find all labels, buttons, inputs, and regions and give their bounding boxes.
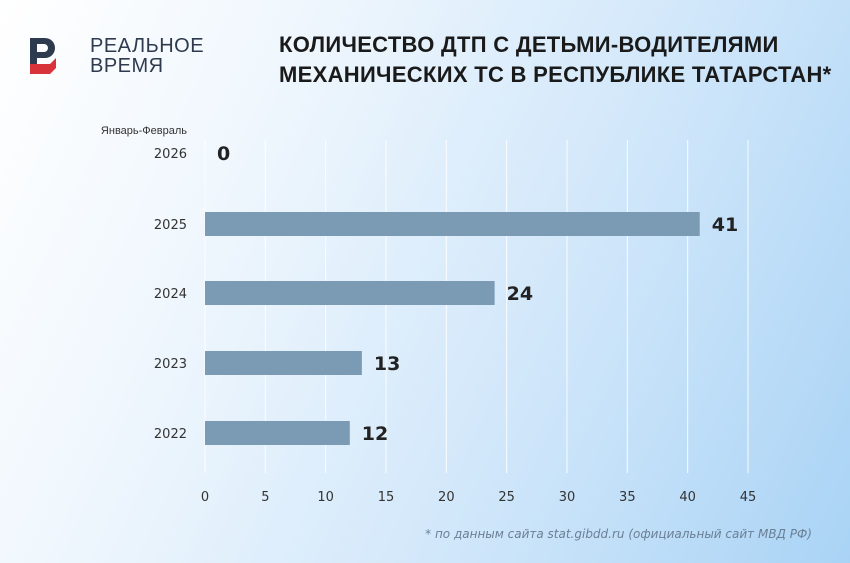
category-label: 2026	[154, 147, 187, 162]
data-label: 0	[217, 143, 230, 165]
title-line1: КОЛИЧЕСТВО ДТП С ДЕТЬМИ-ВОДИТЕЛЯМИ	[279, 32, 779, 57]
x-tick-label: 25	[498, 490, 515, 505]
x-tick-label: 45	[740, 490, 757, 505]
data-label: 41	[712, 214, 738, 236]
data-label: 24	[507, 283, 533, 305]
title-line2: МЕХАНИЧЕСКИХ ТС В РЕСПУБЛИКЕ ТАТАРСТАН*	[279, 62, 832, 87]
x-tick-label: 20	[438, 490, 455, 505]
bar	[205, 212, 700, 236]
category-label: 2025	[154, 218, 187, 233]
x-tick-label: 40	[679, 490, 696, 505]
category-label: 2022	[154, 427, 187, 442]
bar	[205, 281, 495, 305]
x-tick-label: 30	[559, 490, 576, 505]
x-tick-label: 0	[201, 490, 209, 505]
x-tick-label: 15	[378, 490, 395, 505]
x-tick-label: 35	[619, 490, 636, 505]
logo-line1: РЕАЛЬНОЕ	[90, 35, 205, 57]
category-label: 2024	[154, 287, 187, 302]
logo-mark-icon	[30, 38, 56, 74]
data-label: 12	[362, 423, 388, 445]
chart-title: КОЛИЧЕСТВО ДТП С ДЕТЬМИ-ВОДИТЕЛЯМИ МЕХАН…	[279, 30, 832, 90]
footnote: * по данным сайта stat.gibdd.ru (официал…	[425, 527, 812, 541]
bar	[205, 351, 362, 375]
data-label: 13	[374, 353, 400, 375]
category-note: Январь-Февраль	[101, 125, 187, 137]
bar	[205, 421, 350, 445]
x-tick-label: 5	[261, 490, 269, 505]
category-label: 2023	[154, 357, 187, 372]
logo-line2: ВРЕМЯ	[90, 55, 164, 77]
x-tick-label: 10	[317, 490, 334, 505]
